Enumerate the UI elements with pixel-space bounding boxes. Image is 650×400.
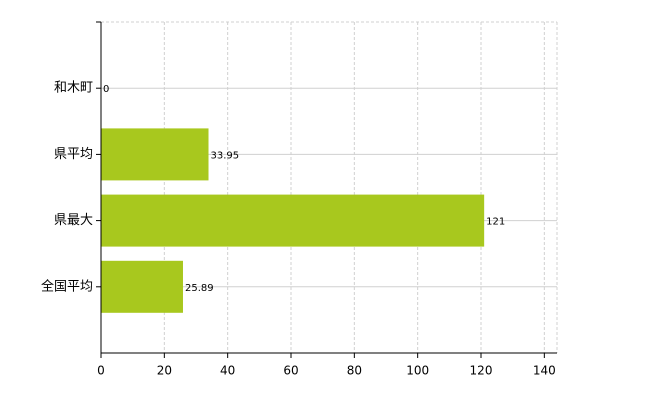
x-tick-label: 100 [406, 364, 429, 378]
x-tick-label: 140 [533, 364, 556, 378]
bar [101, 260, 183, 313]
x-tick-label: 0 [97, 364, 105, 378]
y-tick-label: 和木町 [54, 81, 93, 96]
y-tick-label: 県平均 [54, 147, 93, 162]
y-tick-label: 県最大 [54, 213, 93, 228]
value-label: 121 [486, 217, 505, 228]
x-tick-label: 60 [283, 364, 298, 378]
x-tick-label: 80 [347, 364, 362, 378]
x-tick-label: 20 [157, 364, 172, 378]
y-tick-label: 全国平均 [41, 278, 93, 294]
x-tick-label: 40 [220, 364, 235, 378]
bar [101, 128, 209, 181]
value-label: 25.89 [185, 283, 214, 294]
value-label: 0 [103, 84, 109, 95]
bar [101, 194, 485, 247]
value-label: 33.95 [211, 150, 240, 161]
x-tick-label: 120 [470, 364, 493, 378]
